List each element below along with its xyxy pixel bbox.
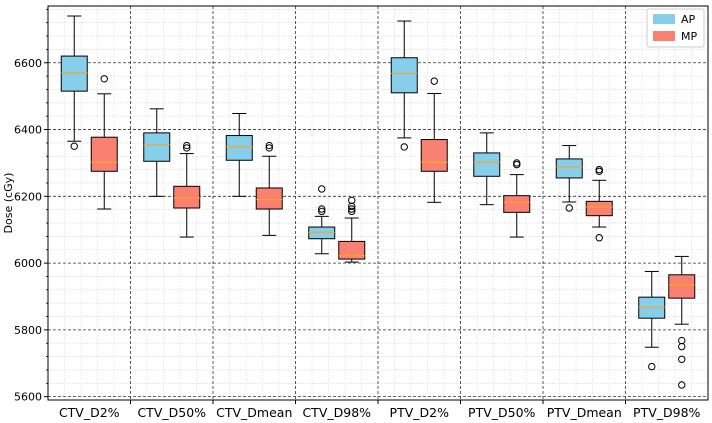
flier-point — [348, 207, 356, 216]
box-iqr — [585, 200, 613, 217]
box-iqr — [555, 158, 583, 179]
minor-grid — [48, 6, 708, 400]
x-tick-label: CTV_Dmean — [216, 405, 292, 420]
flier-point — [100, 75, 108, 83]
box-iqr — [173, 185, 201, 209]
box-iqr — [503, 195, 531, 213]
box-mp-1 — [173, 141, 201, 238]
flier-point — [265, 144, 273, 152]
flier-point — [678, 342, 686, 351]
box-iqr — [225, 135, 253, 161]
flier-point — [678, 355, 686, 363]
flier-point — [595, 165, 603, 174]
box-ap-3 — [308, 185, 336, 255]
box-iqr — [390, 57, 418, 94]
flier-point — [318, 185, 326, 193]
flier-point — [348, 196, 356, 205]
y-tick-label: 6200 — [14, 190, 42, 203]
box-iqr — [473, 152, 501, 177]
legend-label-mp: MP — [681, 30, 697, 43]
legend: AP MP — [646, 8, 705, 48]
box-ap-7 — [638, 270, 666, 371]
flier-point — [183, 141, 191, 150]
flier-point — [513, 159, 521, 167]
flier-point — [70, 142, 78, 150]
box-ap-0 — [60, 15, 88, 150]
ticks-layer: 5600 5800 6000 6200 6400 6600 CTV_D2% CTV_D50% C… — [14, 8, 701, 420]
y-tick-label: 6000 — [14, 257, 42, 270]
x-tick-label: PTV_D50% — [468, 405, 536, 420]
box-mp-6 — [585, 165, 613, 242]
y-axis-label: Dose (cGy) — [2, 173, 15, 234]
box-ap-6 — [555, 145, 583, 212]
box-iqr — [255, 187, 283, 210]
y-tick-label: 6400 — [14, 124, 42, 137]
x-tick-label: PTV_D2% — [390, 405, 450, 420]
y-tick-label: 5800 — [14, 324, 42, 337]
x-tick-label: CTV_D2% — [59, 405, 120, 420]
flier-point — [678, 336, 686, 345]
box-iqr — [338, 240, 366, 260]
box-ap-2 — [225, 113, 253, 197]
flier-point — [265, 141, 273, 150]
flier-point — [565, 204, 573, 212]
box-ap-5 — [473, 132, 501, 206]
box-mp-4 — [420, 77, 448, 203]
y-tick-label: 6600 — [14, 57, 42, 70]
major-grid — [48, 6, 708, 400]
box-iqr — [60, 55, 88, 92]
x-tick-label: PTV_D98% — [633, 405, 701, 420]
flier-point — [595, 234, 603, 242]
box-mp-7 — [668, 255, 696, 389]
legend-swatch-mp — [653, 31, 675, 41]
box-iqr — [143, 132, 171, 162]
box-iqr — [90, 136, 118, 172]
box-mp-5 — [503, 159, 531, 238]
boxes-layer — [60, 15, 696, 389]
flier-point — [648, 362, 656, 371]
flier-point — [400, 143, 408, 151]
flier-point — [183, 144, 191, 152]
flier-point — [430, 77, 438, 85]
box-ap-4 — [390, 20, 418, 151]
flier-point — [318, 207, 326, 216]
box-iqr — [420, 139, 448, 172]
flier-point — [348, 205, 356, 213]
x-tick-label: PTV_Dmean — [547, 405, 622, 420]
flier-point — [318, 205, 326, 213]
box-mp-0 — [90, 75, 118, 210]
x-tick-label: CTV_D98% — [302, 405, 371, 420]
box-mp-2 — [255, 141, 283, 236]
box-iqr — [668, 274, 696, 299]
y-tick-label: 5600 — [14, 391, 42, 404]
legend-label-ap: AP — [681, 13, 696, 26]
flier-point — [678, 381, 686, 389]
box-mp-3 — [338, 196, 366, 263]
box-ap-1 — [143, 108, 171, 197]
legend-swatch-ap — [653, 14, 675, 24]
x-tick-label: CTV_D50% — [137, 405, 206, 420]
